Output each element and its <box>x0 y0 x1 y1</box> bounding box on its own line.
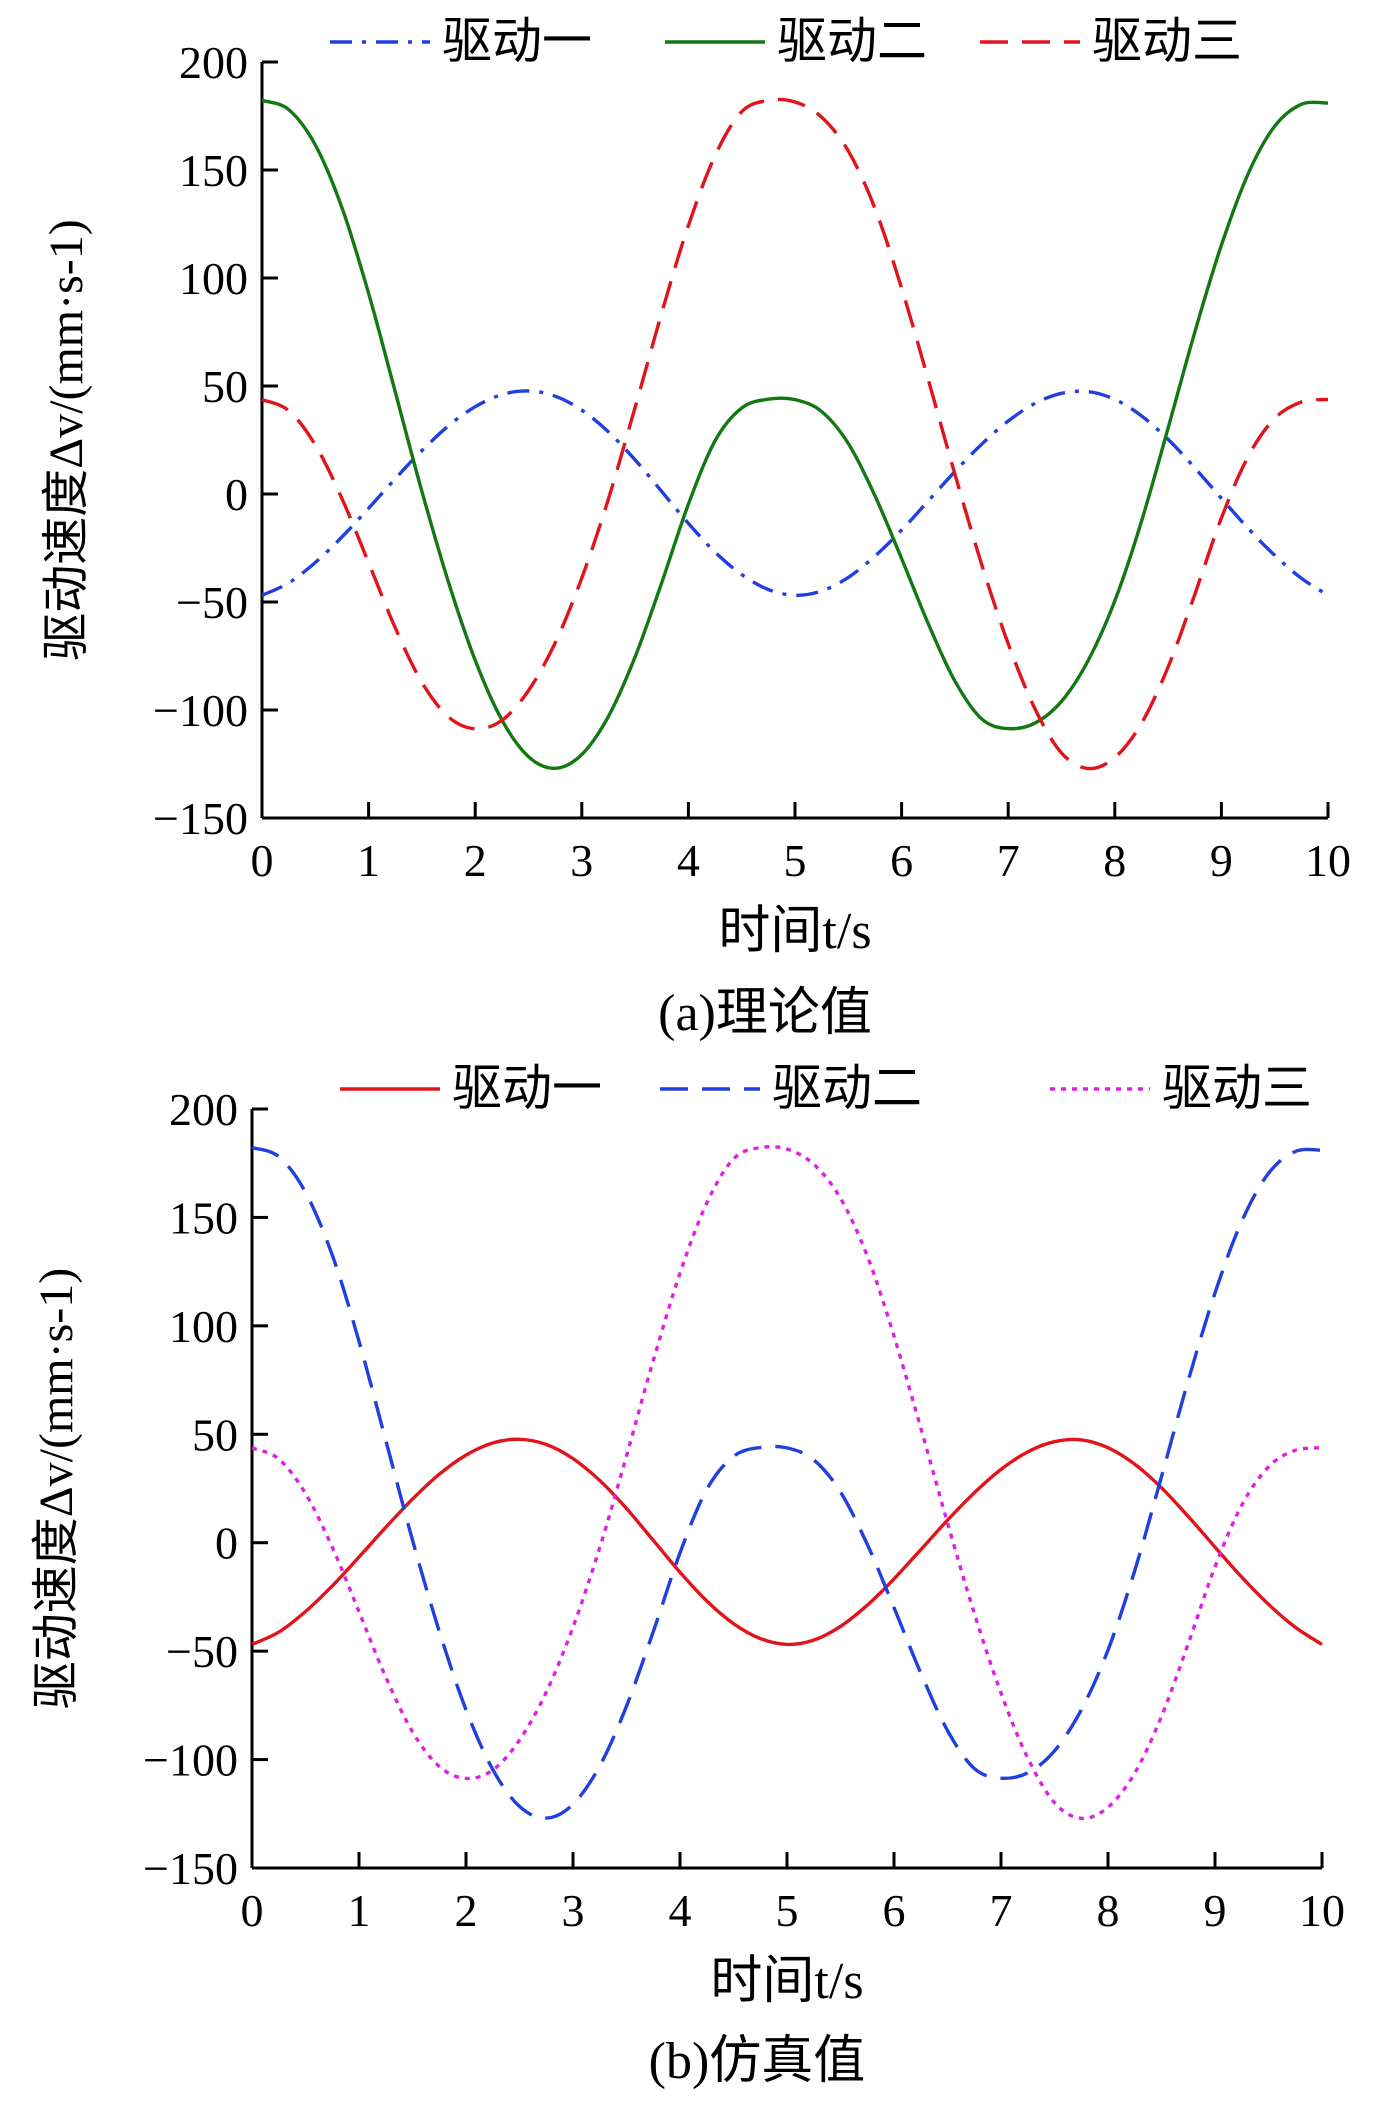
y-tick-label: −100 <box>153 685 248 736</box>
y-axis-label: 驱动速度Δv/(mm·s-1) <box>40 219 93 661</box>
y-tick-label: 150 <box>169 1192 238 1243</box>
y-axis-label: 驱动速度Δv/(mm·s-1) <box>30 1268 83 1710</box>
chart-caption: (a)理论值 <box>658 985 872 1042</box>
x-tick-label: 8 <box>1103 835 1126 886</box>
x-tick-label: 6 <box>890 835 913 886</box>
x-tick-label: 0 <box>241 1885 264 1936</box>
series-line-3 <box>251 1144 1323 1821</box>
x-tick-label: 5 <box>776 1885 799 1936</box>
chart-caption: (b)仿真值 <box>649 2033 866 2090</box>
legend-label-3: 驱动三 <box>1162 1060 1312 1116</box>
series-line-1 <box>261 389 1329 598</box>
x-tick-label: 5 <box>784 835 807 886</box>
x-tick-label: 1 <box>357 835 380 886</box>
y-tick-label: −150 <box>153 793 248 844</box>
x-tick-label: 3 <box>570 835 593 886</box>
y-tick-label: −150 <box>143 1843 238 1894</box>
x-tick-label: 4 <box>677 835 700 886</box>
series-line-2 <box>261 98 1329 771</box>
x-tick-label: 1 <box>348 1885 371 1936</box>
x-tick-label: 10 <box>1305 835 1351 886</box>
x-tick-label: 7 <box>997 835 1020 886</box>
series-line-3 <box>261 97 1329 771</box>
y-tick-label: −100 <box>143 1735 238 1786</box>
y-tick-label: 150 <box>179 145 248 196</box>
x-tick-label: 9 <box>1210 835 1233 886</box>
legend-label-1: 驱动一 <box>452 1060 602 1116</box>
x-tick-label: 9 <box>1204 1885 1227 1936</box>
x-tick-label: 7 <box>990 1885 1013 1936</box>
legend-label-2: 驱动二 <box>772 1060 922 1116</box>
y-tick-label: 0 <box>215 1518 238 1569</box>
y-tick-label: 200 <box>169 1084 238 1135</box>
x-tick-label: 10 <box>1299 1885 1345 1936</box>
legend-label-1: 驱动一 <box>442 13 592 69</box>
legend-label-3: 驱动三 <box>1092 13 1242 69</box>
x-tick-label: 2 <box>455 1885 478 1936</box>
y-tick-label: 50 <box>192 1409 238 1460</box>
y-tick-label: −50 <box>176 577 248 628</box>
x-axis-label: 时间t/s <box>718 903 871 960</box>
series-line-1 <box>251 1437 1323 1647</box>
x-tick-label: 0 <box>251 835 274 886</box>
x-tick-label: 8 <box>1097 1885 1120 1936</box>
x-tick-label: 3 <box>562 1885 585 1936</box>
legend-label-2: 驱动二 <box>777 13 927 69</box>
x-axis-label: 时间t/s <box>710 1953 863 2010</box>
series-line-2 <box>251 1145 1323 1820</box>
y-tick-label: 0 <box>225 469 248 520</box>
y-tick-label: 100 <box>179 253 248 304</box>
y-tick-label: 100 <box>169 1301 238 1352</box>
x-tick-label: 2 <box>464 835 487 886</box>
chart-panel-b: 0 1 2 3 4 5 6 7 8 9 10 −150 −100 −50 0 50 100 150 200 时间t/s… <box>30 1060 1345 2090</box>
y-tick-label: 200 <box>179 37 248 88</box>
chart-panel-a: 0 1 2 3 4 5 6 7 8 9 10 −150 −100 −50 0 50 100 150 200 时间t/s… <box>40 13 1351 1042</box>
x-tick-label: 4 <box>669 1885 692 1936</box>
y-tick-label: 50 <box>202 361 248 412</box>
x-tick-label: 6 <box>883 1885 906 1936</box>
y-tick-label: −50 <box>166 1626 238 1677</box>
